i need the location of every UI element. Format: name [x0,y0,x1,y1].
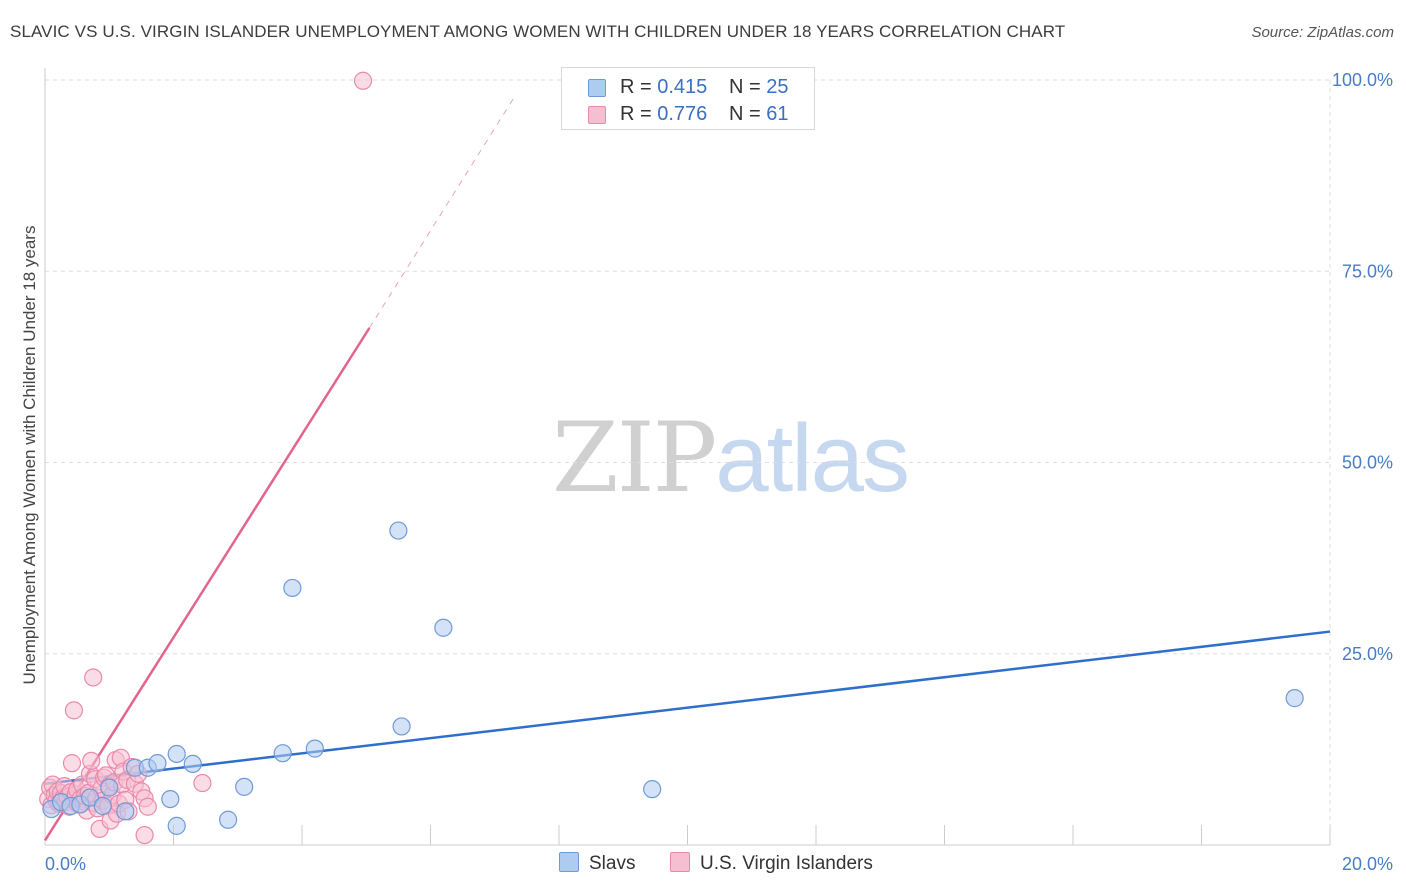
point-slavs [167,816,186,835]
watermark-zip: ZIP [552,402,717,514]
point-virgin-islanders [62,754,82,773]
source-label: Source: ZipAtlas.com [1251,24,1394,41]
point-slavs [392,717,411,736]
legend-label-slavs: Slavs [589,853,636,874]
series-legend: Slavs U.S. Virgin Islanders [0,852,1406,878]
y-tick-label: 25.0% [1342,644,1393,664]
point-slavs [116,802,135,821]
slavs-swatch [588,79,606,97]
point-slavs [283,578,302,598]
point-virgin-islanders [138,797,157,816]
watermark: ZIPatlas [552,402,910,514]
axes [44,68,1331,846]
point-slavs [235,777,254,796]
virgin-islanders-legend-swatch [670,852,690,872]
trend-line-virgin-islanders [43,327,371,842]
point-virgin-islanders [193,773,212,793]
point-slavs [167,744,186,764]
point-slavs [1285,689,1304,708]
point-virgin-islanders [84,668,103,687]
point-slavs [100,778,119,797]
point-slavs [434,618,453,637]
tick-labels: 25.0% 50.0% 75.0% 100.0% 0.0% 20.0% [45,70,1393,874]
point-slavs [161,789,180,809]
point-slavs [148,754,167,773]
y-tick-label: 75.0% [1342,261,1393,281]
trend-lines [43,97,1331,842]
point-slavs [93,796,112,816]
point-slavs [643,780,662,799]
legend-n-virgin-islanders: N = 61 [729,103,789,125]
point-virgin-islanders [82,751,101,770]
trend-line-virgin-islanders-extrapolated [369,97,515,329]
legend-item-virgin-islanders[interactable]: U.S. Virgin Islanders [670,852,873,875]
y-tick-label: 50.0% [1342,453,1393,473]
data-points [39,71,1304,845]
point-slavs [219,810,238,829]
point-slavs [80,788,100,807]
legend-label-virgin-islanders: U.S. Virgin Islanders [700,853,873,874]
legend-item-slavs[interactable]: Slavs [559,852,635,875]
legend-n-slavs: N = 25 [729,76,789,98]
grid-lines [45,79,1331,845]
point-virgin-islanders [64,701,84,720]
point-virgin-islanders [353,71,373,90]
correlation-legend: R = 0.415 N = 25 R = 0.776 N = 61 [561,67,815,130]
trend-line-slavs [44,630,1331,786]
chart-title: SLAVIC VS U.S. VIRGIN ISLANDER UNEMPLOYM… [10,22,1066,41]
point-slavs [305,739,324,758]
point-slavs [183,754,202,774]
slavs-legend-swatch [559,852,579,872]
x-tick-label: 20.0% [1342,854,1393,874]
legend-r-virgin-islanders: R = 0.776 [620,103,708,125]
y-tick-label: 100.0% [1332,70,1393,90]
point-slavs [389,521,408,540]
watermark-atlas: atlas [715,405,910,512]
virgin-islanders-swatch [588,106,606,124]
x-tick-label: 0.0% [45,854,86,874]
legend-r-slavs: R = 0.415 [620,76,708,98]
y-axis-label: Unemployment Among Women with Children U… [20,226,39,685]
point-slavs [273,744,292,763]
point-virgin-islanders [135,825,154,845]
